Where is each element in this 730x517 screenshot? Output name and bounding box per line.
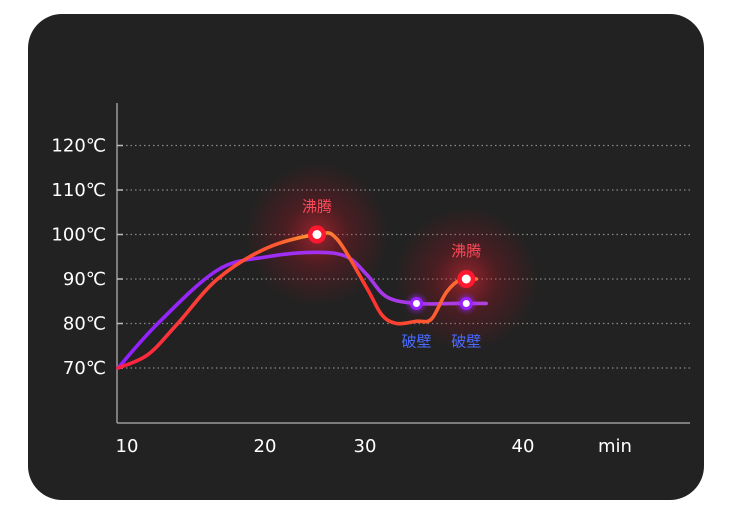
break-label: 破壁 — [401, 332, 431, 350]
y-tick-label: 90℃ — [63, 269, 106, 290]
x-tick-label: 40 — [512, 436, 535, 457]
x-tick-label: 20 — [254, 436, 277, 457]
x-tick-label: 10 — [116, 436, 139, 457]
break-marker-core — [462, 299, 470, 307]
boil-label: 沸腾 — [302, 198, 332, 216]
x-tick-label: 30 — [354, 436, 377, 457]
boil-label: 沸腾 — [451, 242, 481, 260]
break-marker-core — [413, 299, 420, 307]
x-unit-label: min — [598, 436, 632, 457]
boil-marker-core — [461, 274, 471, 284]
y-tick-label: 80℃ — [63, 314, 106, 335]
boil-marker-core — [312, 230, 322, 239]
y-tick-label: 70℃ — [63, 358, 106, 379]
y-tick-label: 110℃ — [51, 180, 106, 201]
break-label: 破壁 — [451, 332, 481, 350]
y-tick-label: 100℃ — [51, 225, 106, 246]
y-tick-label: 120℃ — [51, 136, 106, 157]
series-line — [116, 231, 478, 370]
